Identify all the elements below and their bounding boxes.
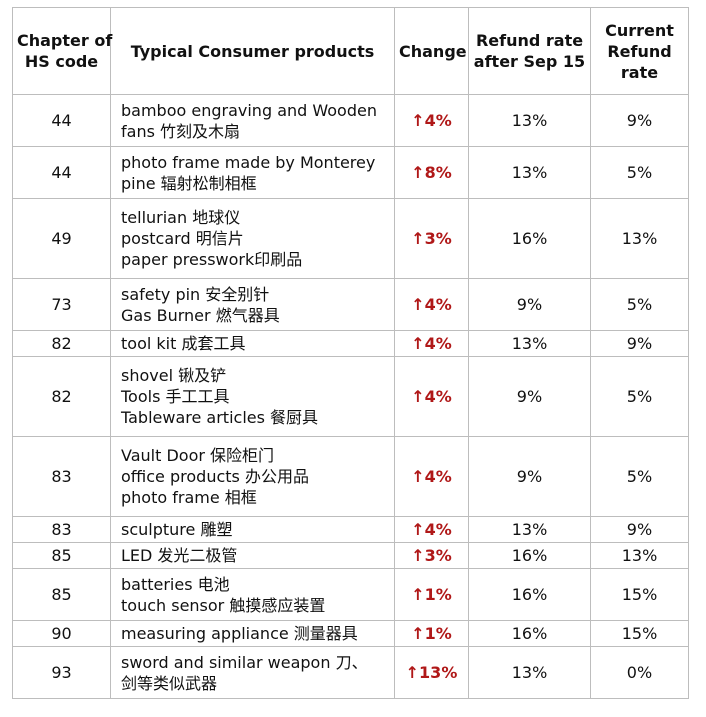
chapter-cell: 49 — [12, 198, 111, 279]
current-refund-cell: 5% — [590, 146, 689, 199]
change-cell: ↑4% — [394, 278, 469, 331]
products-cell: LED 发光二极管 — [110, 542, 395, 569]
chapter-cell: 83 — [12, 516, 111, 543]
current-refund-cell: 9% — [590, 516, 689, 543]
products-cell: tellurian 地球仪 postcard 明信片 paper presswo… — [110, 198, 395, 279]
header-chapter: Chapter of HS code — [12, 7, 112, 95]
current-refund-cell: 13% — [590, 542, 689, 569]
refund-after-cell: 13% — [468, 146, 591, 199]
chapter-cell: 90 — [12, 620, 111, 647]
refund-after-cell: 16% — [468, 568, 591, 621]
chapter-cell: 82 — [12, 330, 111, 357]
header-row: Chapter of HS code Typical Consumer prod… — [12, 7, 689, 95]
chapter-cell: 73 — [12, 278, 111, 331]
current-refund-cell: 9% — [590, 94, 689, 147]
table-row: 83 sculpture 雕塑 ↑4% 13% 9% — [12, 516, 689, 543]
header-products: Typical Consumer products — [110, 7, 395, 95]
change-cell: ↑3% — [394, 198, 469, 279]
current-refund-cell: 5% — [590, 278, 689, 331]
refund-after-cell: 9% — [468, 436, 591, 517]
header-refund-after: Refund rate after Sep 15 — [468, 7, 591, 95]
products-cell: safety pin 安全别针 Gas Burner 燃气器具 — [110, 278, 395, 331]
refund-after-cell: 9% — [468, 278, 591, 331]
change-cell: ↑3% — [394, 542, 469, 569]
table-row: 73 safety pin 安全别针 Gas Burner 燃气器具 ↑4% 9… — [12, 278, 689, 331]
chapter-cell: 83 — [12, 436, 111, 517]
products-cell: sword and similar weapon 刀、 剑等类似武器 — [110, 646, 395, 699]
table-row: 49 tellurian 地球仪 postcard 明信片 paper pres… — [12, 198, 689, 279]
refund-after-cell: 16% — [468, 198, 591, 279]
refund-after-cell: 13% — [468, 330, 591, 357]
chapter-cell: 82 — [12, 356, 111, 437]
chapter-cell: 44 — [12, 146, 111, 199]
current-refund-cell: 9% — [590, 330, 689, 357]
table-row: 44 bamboo engraving and Wooden fans 竹刻及木… — [12, 94, 689, 147]
refund-after-cell: 16% — [468, 620, 591, 647]
table-row: 93 sword and similar weapon 刀、 剑等类似武器 ↑1… — [12, 646, 689, 699]
products-cell: bamboo engraving and Wooden fans 竹刻及木扇 — [110, 94, 395, 147]
table-row: 82 shovel 锹及铲 Tools 手工工具 Tableware artic… — [12, 356, 689, 437]
current-refund-cell: 5% — [590, 356, 689, 437]
change-cell: ↑4% — [394, 356, 469, 437]
products-cell: measuring appliance 测量器具 — [110, 620, 395, 647]
change-cell: ↑1% — [394, 620, 469, 647]
products-cell: sculpture 雕塑 — [110, 516, 395, 543]
table-row: 85 batteries 电池 touch sensor 触摸感应装置 ↑1% … — [12, 568, 689, 621]
refund-after-cell: 13% — [468, 94, 591, 147]
header-current-refund: Current Refund rate — [590, 7, 689, 95]
change-cell: ↑4% — [394, 330, 469, 357]
products-cell: batteries 电池 touch sensor 触摸感应装置 — [110, 568, 395, 621]
change-cell: ↑1% — [394, 568, 469, 621]
refund-after-cell: 16% — [468, 542, 591, 569]
chapter-cell: 85 — [12, 568, 111, 621]
table-row: 85 LED 发光二极管 ↑3% 16% 13% — [12, 542, 689, 569]
current-refund-cell: 5% — [590, 436, 689, 517]
current-refund-cell: 15% — [590, 620, 689, 647]
refund-rate-table: Chapter of HS code Typical Consumer prod… — [12, 7, 689, 699]
change-cell: ↑4% — [394, 94, 469, 147]
chapter-cell: 44 — [12, 94, 111, 147]
table-row: 82 tool kit 成套工具 ↑4% 13% 9% — [12, 330, 689, 357]
change-cell: ↑8% — [394, 146, 469, 199]
table-row: 44 photo frame made by Monterey pine 辐射松… — [12, 146, 689, 199]
current-refund-cell: 0% — [590, 646, 689, 699]
refund-after-cell: 13% — [468, 646, 591, 699]
products-cell: shovel 锹及铲 Tools 手工工具 Tableware articles… — [110, 356, 395, 437]
refund-after-cell: 9% — [468, 356, 591, 437]
table-row: 90 measuring appliance 测量器具 ↑1% 16% 15% — [12, 620, 689, 647]
chapter-cell: 93 — [12, 646, 111, 699]
current-refund-cell: 13% — [590, 198, 689, 279]
change-cell: ↑13% — [394, 646, 469, 699]
products-cell: tool kit 成套工具 — [110, 330, 395, 357]
change-cell: ↑4% — [394, 436, 469, 517]
products-cell: photo frame made by Monterey pine 辐射松制相框 — [110, 146, 395, 199]
chapter-cell: 85 — [12, 542, 111, 569]
current-refund-cell: 15% — [590, 568, 689, 621]
header-change: Change — [394, 7, 469, 95]
products-cell: Vault Door 保险柜门 office products 办公用品 pho… — [110, 436, 395, 517]
change-cell: ↑4% — [394, 516, 469, 543]
refund-after-cell: 13% — [468, 516, 591, 543]
table-row: 83 Vault Door 保险柜门 office products 办公用品 … — [12, 436, 689, 517]
